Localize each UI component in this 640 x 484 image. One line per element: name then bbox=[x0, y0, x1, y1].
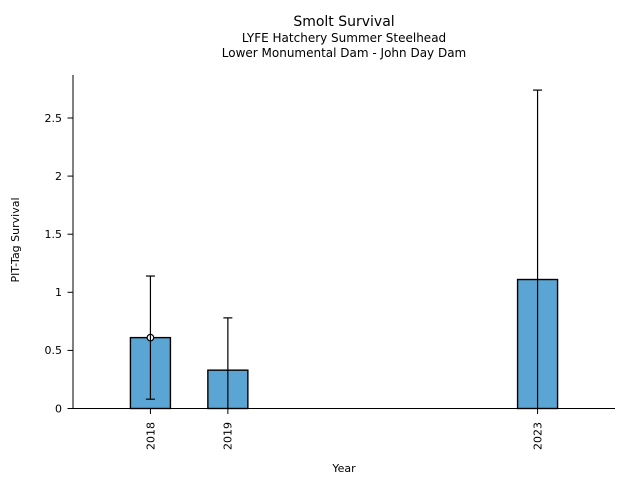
chart-subtitle-line2: Lower Monumental Dam - John Day Dam bbox=[222, 46, 467, 60]
y-tick-label-0.5: 0.5 bbox=[45, 344, 63, 357]
chart-subtitle-line1: LYFE Hatchery Summer Steelhead bbox=[242, 31, 446, 45]
y-axis-label: PIT-Tag Survival bbox=[9, 197, 22, 282]
y-tick-label-2.5: 2.5 bbox=[45, 112, 63, 125]
x-axis-label: Year bbox=[331, 462, 356, 475]
x-tick-label-2018: 2018 bbox=[144, 422, 157, 450]
y-tick-label-2: 2 bbox=[55, 170, 62, 183]
y-tick-label-1.5: 1.5 bbox=[45, 228, 63, 241]
y-tick-label-0: 0 bbox=[55, 402, 62, 415]
chart-title: Smolt Survival bbox=[293, 14, 394, 30]
x-tick-label-2023: 2023 bbox=[531, 422, 544, 450]
y-tick-label-1: 1 bbox=[55, 286, 62, 299]
x-tick-label-2019: 2019 bbox=[222, 422, 235, 450]
plot-area: 0 0.5 1 1.5 2 2.5 2018 2019 2023 bbox=[45, 75, 615, 450]
